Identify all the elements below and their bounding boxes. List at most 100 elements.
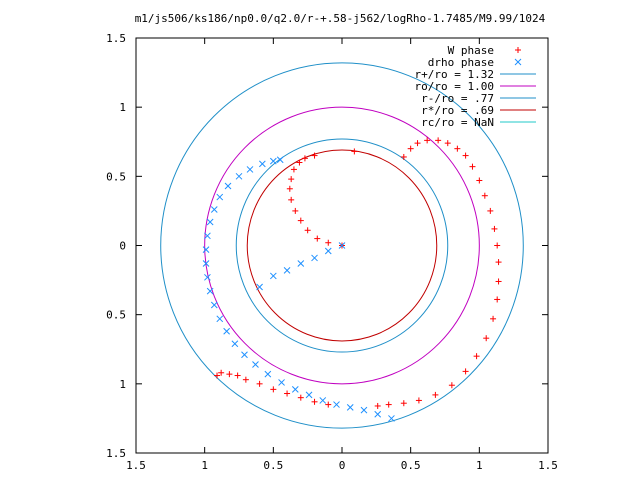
drho-phase-point [319,397,327,404]
w-phase-point [415,397,422,404]
w-phase-point [432,391,439,398]
drho-phase-point [231,340,239,348]
w-phase-point [288,196,295,203]
axis-ticks: 1.5 1 0.5 0 0.5 1 1.51.510.500.511.5 [106,32,558,472]
drho-phase-point [256,283,263,291]
drho-phase-point [252,361,259,368]
drho-phase-point [346,403,354,411]
w-phase-point [490,315,497,322]
w-phase-point [256,380,263,387]
legend-label: r+/ro = 1.32 [415,68,494,81]
drho-phase-point [297,260,305,267]
legend-label: r-/ro = .77 [421,92,494,105]
w-phase-point [292,207,299,214]
drho-phase-point [374,410,382,418]
legend-entry-r-ro-69: r*/ro = .69 [421,104,536,117]
y-tick-label: 1.5 [106,447,126,460]
w-phase-point [288,176,295,183]
w-phase-point [301,155,308,162]
w-phase-point [325,239,332,246]
circle-r [235,138,449,353]
drho-phase-point [216,193,224,201]
w-phase-point [284,390,291,397]
w-phase-point [297,217,304,224]
x-tick-label: 0 [339,459,346,472]
y-tick-label: 1 [119,378,126,391]
drho-phase-point [204,273,211,281]
legend-label: r*/ro = .69 [421,104,494,117]
y-tick-label: 0.5 [106,170,126,183]
drho-phase-point [388,415,395,422]
w-phase-point [444,140,451,147]
legend-entry-r-ro-1-32: r+/ro = 1.32 [415,68,536,81]
drho-phase-point [324,247,332,255]
w-phase-point [214,372,221,379]
x-tick-label: 1.5 [126,459,146,472]
drho-phase-point [216,315,224,323]
w-phase-point [385,401,392,408]
x-tick-label: 0.5 [401,459,421,472]
w-phase-point [495,259,502,266]
w-phase-point [448,382,455,389]
w-phase-point [374,402,381,409]
w-phase-point [286,185,293,192]
legend-entry-r-ro-77: r-/ro = .77 [421,92,536,105]
drho-phase-point [241,351,248,359]
y-tick-label: 0.5 [106,309,126,322]
w-phase-point [414,140,421,147]
drho-phase-point [206,218,214,226]
legend-entry-w-phase: W phase [448,44,521,57]
x-tick-label: 0.5 [263,459,283,472]
w-phase-point [270,386,277,393]
drho-phase-point [206,287,214,295]
legend-label: drho phase [428,56,494,69]
w-phase-point [297,394,304,401]
w-phase-point [435,137,442,144]
drho-phase-point [224,182,232,190]
w-phase-point [226,371,233,378]
circle-ro [204,106,480,385]
drho-phase-point [223,327,230,335]
x-tick-label: 1 [201,459,208,472]
x-tick-label: 1 [476,459,483,472]
w-phase-point [483,335,490,342]
legend-label: W phase [448,44,494,57]
w-phase-point [351,148,358,155]
w-phase-point [494,242,501,249]
w-phase-point [424,137,431,144]
drho-phase-point [202,246,210,254]
point-layer [202,137,502,422]
drho-phase-point [333,401,340,408]
drho-phase-point [210,301,218,309]
w-phase-point [454,145,461,152]
w-phase-point [495,278,502,285]
w-phase-point [290,166,297,173]
w-phase-point [400,153,407,160]
legend-entry-ro-ro-1-00: ro/ro = 1.00 [415,80,536,93]
drho-phase-point [210,206,218,213]
w-phase-point [469,163,476,170]
w-phase-point [481,192,488,199]
drho-phase-point [235,172,243,180]
w-phase-point [476,177,483,184]
drho-phase-point [258,160,266,168]
legend-label: ro/ro = 1.00 [415,80,494,93]
w-phase-point [462,152,469,159]
w-phase-point [400,400,407,407]
drho-phase-point [204,232,211,240]
w-phase-point [407,145,414,152]
circle-layer [160,62,524,429]
w-phase-point [304,227,311,234]
drho-phase-point [202,260,210,267]
drho-phase-point [338,242,346,249]
chart-title: m1/js506/ks186/np0.0/q2.0/r-+.58-j562/lo… [135,12,546,25]
w-phase-point [325,401,332,408]
drho-phase-point [278,379,285,386]
y-tick-label: 0 [119,240,126,253]
drho-phase-point [311,254,318,262]
circle-r [246,149,438,342]
w-phase-point [491,225,498,232]
w-phase-point [314,235,321,242]
drho-phase-point [269,157,277,165]
